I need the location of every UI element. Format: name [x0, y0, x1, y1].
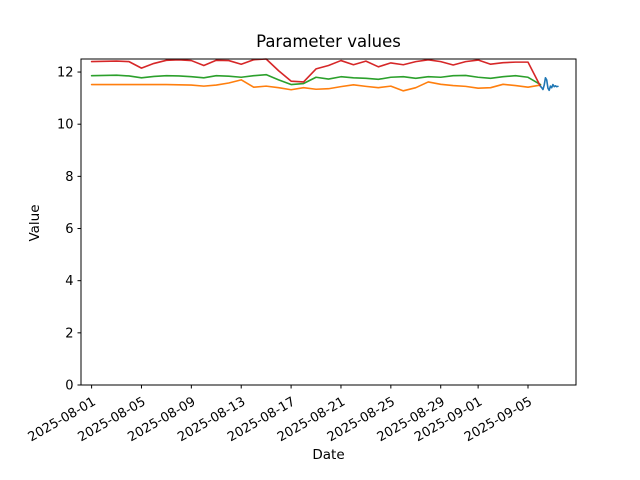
axes-frame — [80, 58, 577, 386]
y-tick-label: 12 — [57, 66, 74, 81]
y-tick-label: 6 — [65, 222, 73, 237]
series-orange-line — [90, 79, 542, 92]
series-blue-line — [539, 76, 559, 92]
y-tick-label: 4 — [65, 274, 73, 289]
y-tick-label: 2 — [65, 326, 73, 341]
x-axis-label: Date — [312, 447, 345, 463]
chart-title: Parameter values — [256, 32, 401, 51]
y-tick-label: 8 — [65, 170, 73, 185]
series-red-line — [90, 58, 542, 88]
y-tick-label: 0 — [65, 379, 73, 394]
series-green-line — [90, 73, 542, 86]
y-tick-label: 10 — [57, 118, 74, 133]
